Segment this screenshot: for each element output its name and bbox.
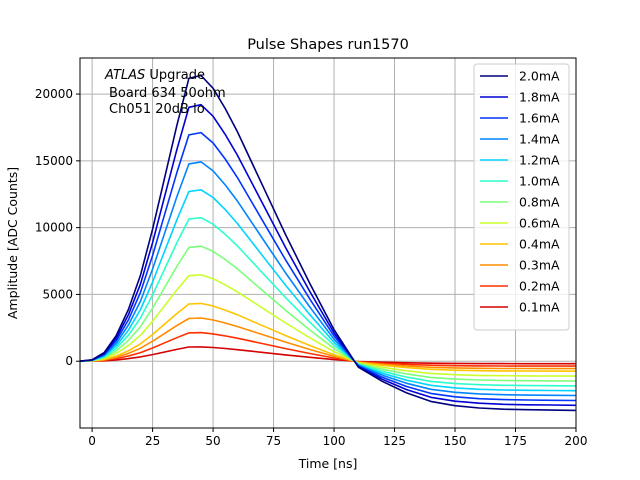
axis-ticks: 0 25 50 75 100 125 150 175 200 0 5000 10000 15000 200… [35,87,588,448]
x-tick-label: 150 [444,434,467,448]
x-axis-label: Time [ns] [298,456,358,471]
legend-label: 1.6mA [519,111,560,126]
x-tick-label: 200 [565,434,588,448]
legend-label: 1.4mA [519,132,560,147]
annotation-atlas: ATLAS [104,68,145,83]
legend: 2.0mA 1.8mA 1.6mA 1.4mA 1.2mA 1.0mA 0.8mA 0.6mA… [473,63,570,331]
series-line-0.6mA [79,273,577,377]
series-line-1.2mA [79,189,577,392]
series-line-1.6mA [79,131,577,402]
x-tick-label: 25 [145,434,160,448]
svg-text:ATLAS Upgrade: ATLAS Upgrade [104,68,205,83]
series-line-0.8mA [79,245,577,382]
x-tick-label: 175 [504,434,527,448]
x-tick-label: 125 [383,434,406,448]
y-tick-label: 15000 [35,154,73,168]
series-line-1.0mA [79,216,577,387]
y-tick-label: 0 [65,354,73,368]
series-line-2.0mA [79,74,577,412]
legend-label: 0.1mA [519,300,560,315]
legend-label: 0.6mA [519,216,560,231]
annotation-channel: Ch051 20dB lo [109,102,205,117]
annotation-upgrade: Upgrade [145,68,205,83]
legend-label: 1.0mA [519,174,560,189]
y-tick-label: 5000 [42,287,73,301]
annotation: ATLAS Upgrade Board 634 50ohm Ch051 20dB… [104,68,226,117]
annotation-board: Board 634 50ohm [109,86,226,101]
series-line-0.1mA [79,346,576,365]
x-tick-label: 0 [88,434,96,448]
y-tick-label: 20000 [35,87,73,101]
chart-title: Pulse Shapes run1570 [247,37,409,53]
series-line-1.4mA [79,161,577,397]
legend-box [473,63,570,331]
series-line-1.8mA [79,103,577,407]
legend-label: 0.2mA [519,279,560,294]
legend-label: 0.3mA [519,258,560,273]
x-tick-label: 50 [205,434,220,448]
legend-label: 2.0mA [519,69,560,84]
x-tick-label: 75 [266,434,281,448]
series-line-0.4mA [79,302,577,373]
legend-label: 1.2mA [519,153,560,168]
x-tick-label: 100 [323,434,346,448]
series-line-0.2mA [79,331,576,367]
y-tick-label: 10000 [35,221,73,235]
y-axis-label: Amplitude [ADC Counts] [5,167,20,319]
series-lines [79,74,577,412]
legend-label: 0.4mA [519,237,560,252]
legend-label: 0.8mA [519,195,560,210]
legend-label: 1.8mA [519,90,560,105]
plot-frame [79,57,577,429]
series-line-0.3mA [79,317,576,370]
